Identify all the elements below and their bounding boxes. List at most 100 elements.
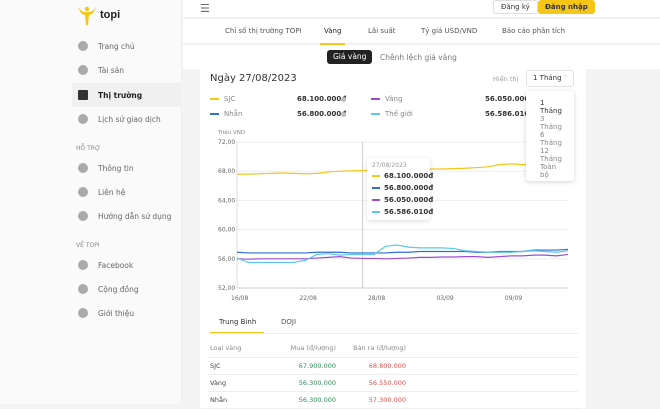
y-tick-label: 64,00 (218, 197, 235, 204)
gold-type: Nhẫn (208, 391, 268, 409)
legend-item: Thế giới (371, 110, 413, 118)
sidebar-item[interactable]: Facebook (72, 253, 182, 277)
tooltip-row: 56.050.000đ (372, 196, 433, 204)
chart-icon (78, 90, 88, 100)
gold-type: SJC (208, 357, 268, 375)
community-icon (78, 284, 88, 294)
logo[interactable]: topi (76, 4, 120, 26)
register-button[interactable]: Đăng ký (493, 0, 538, 14)
buy-price: 56.300.000 (268, 374, 338, 392)
home-icon (78, 41, 88, 51)
tooltip-swatch (372, 187, 380, 189)
range-option[interactable]: 12 Tháng (540, 147, 562, 163)
range-option[interactable]: 3 Tháng (540, 115, 562, 131)
range-dropdown: 1 Tháng 3 Tháng 6 Tháng 12 Tháng Toàn bộ (526, 91, 574, 181)
legend-swatch (210, 113, 219, 115)
y-axis-label: Triệu VND (217, 129, 245, 136)
legend-swatch (371, 98, 380, 100)
tab-reports[interactable]: Báo cáo phân tích (502, 27, 566, 35)
topi-icon (78, 308, 88, 318)
contact-icon (78, 187, 88, 197)
diamond-icon (78, 65, 88, 75)
legend-item: Nhẫn (210, 110, 242, 118)
buy-price: 56.300.000 (268, 391, 338, 409)
legend-item: Vàng (371, 95, 402, 103)
tooltip-row: 56.800.000đ (372, 184, 433, 192)
spacer (408, 357, 578, 375)
table-row: Vàng 56.300.000 56.550.000 (208, 374, 578, 392)
gold-type: Vàng (208, 374, 268, 392)
spacer (408, 374, 578, 392)
login-button[interactable]: Đăng nhập (538, 0, 595, 14)
legend-value: 56.050.000đ (485, 95, 535, 103)
chevron-up-icon: ⌃ (562, 74, 568, 82)
legend-value: 68.100.000đ (297, 95, 347, 103)
column-header: Bán ra (đ/lượng) (338, 340, 408, 358)
column-header: Mua (đ/lượng) (268, 340, 338, 358)
table-tab-doji[interactable]: DOJI (281, 318, 297, 326)
series-line-1 (236, 248, 569, 254)
divider (208, 333, 578, 334)
y-tick-label: 60,00 (218, 227, 235, 234)
range-option[interactable]: Toàn bộ (540, 163, 557, 179)
sell-price: 57.300.000 (338, 391, 408, 409)
gold-price-chart[interactable]: Triệu VND 72,00 68,00 64,00 60,00 56,00 52,00 1… (200, 125, 580, 305)
sidebar-item[interactable]: Giới thiệu (72, 301, 182, 325)
y-tick-label: 52,00 (218, 285, 235, 292)
question-icon (78, 163, 88, 173)
selected-date: Ngày 27/08/2023 (210, 73, 297, 84)
spacer (408, 391, 578, 409)
tab-gold[interactable]: Vàng (319, 27, 346, 45)
x-tick-label: 09/09 (505, 295, 522, 302)
info-icon[interactable] (341, 112, 346, 117)
sidebar-item[interactable]: Liên hệ (72, 180, 182, 204)
sidebar-item[interactable]: Trang chủ (72, 34, 182, 58)
tooltip-swatch (372, 199, 380, 201)
spacer (408, 340, 578, 358)
series-line-3 (236, 244, 569, 264)
series-line-2 (236, 253, 569, 260)
tab-topi-index[interactable]: Chỉ số thị trường TOPI (225, 27, 302, 35)
y-tick-label: 68,00 (218, 168, 235, 175)
section-about: VỀ TOPI (76, 242, 100, 249)
range-select[interactable]: 1 Tháng ⌃ (526, 70, 574, 87)
tab-exchange-rate[interactable]: Tỷ giá USD/VND (421, 27, 478, 35)
table-header: Loại vàng Mua (đ/lượng) Bán ra (đ/lượng) (208, 340, 578, 358)
sidebar-item[interactable]: Thị trường (72, 83, 182, 107)
sidebar-item[interactable]: Thông tin (72, 156, 182, 180)
sell-price: 56.550.000 (338, 374, 408, 392)
legend-value: 56.800.000đ (297, 110, 347, 118)
info-icon (78, 211, 88, 221)
legend-swatch (210, 98, 219, 100)
tab-interest[interactable]: Lãi suất (368, 27, 396, 35)
x-tick-label: 22/08 (299, 295, 316, 302)
subtab-gold-spread[interactable]: Chênh lệch giá vàng (380, 53, 457, 62)
tooltip-swatch (372, 175, 380, 177)
sidebar-item[interactable]: Lịch sử giao dịch (72, 107, 182, 131)
info-icon[interactable] (341, 97, 346, 102)
column-header: Loại vàng (208, 340, 268, 358)
chart-tooltip: 27/08/2023 68.100.000đ 56.800.000đ 56.050.… (367, 158, 433, 220)
sidebar-item[interactable]: Cộng đồng (72, 277, 182, 301)
facebook-icon (78, 260, 88, 270)
legend-value: 56.586.010đ (485, 110, 535, 118)
range-option[interactable]: 6 Tháng (540, 131, 562, 147)
menu-icon[interactable]: ☰ (200, 2, 210, 15)
sidebar-item[interactable]: Tài sản (72, 58, 182, 82)
x-tick-label: 03/09 (436, 295, 453, 302)
tooltip-swatch (372, 211, 380, 213)
clock-icon (78, 114, 88, 124)
x-tick-label: 28/08 (368, 295, 385, 302)
sell-price: 68.800.000 (338, 357, 408, 375)
gold-price-table: Loại vàng Mua (đ/lượng) Bán ra (đ/lượng) SJ… (208, 340, 578, 409)
table-tab-average[interactable]: Trung Bình (219, 318, 257, 326)
table-row: SJC 67.900.000 68.800.000 (208, 357, 578, 375)
sidebar-item[interactable]: Hướng dẫn sử dụng (72, 204, 182, 228)
range-option[interactable]: 1 Tháng (540, 99, 562, 115)
subtab-gold-price[interactable]: Giá vàng (327, 50, 373, 64)
sidebar: topi Trang chủ Tài sản Thị trường Lịch sử g… (0, 0, 182, 404)
topi-logo-icon (78, 6, 96, 25)
section-support: HỖ TRỢ (76, 145, 101, 152)
legend-item: SJC (210, 95, 235, 103)
display-label: Hiển thị (493, 75, 519, 83)
